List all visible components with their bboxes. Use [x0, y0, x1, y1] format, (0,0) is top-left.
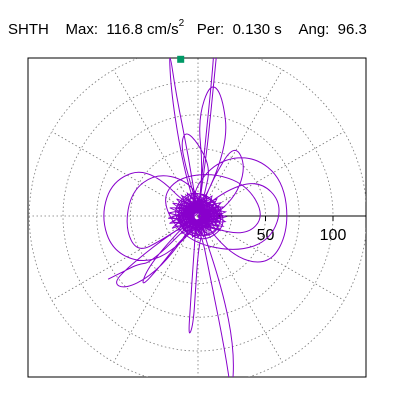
- grid-spoke: [197, 131, 345, 217]
- max-label: Max:: [65, 21, 99, 38]
- grid-spoke: [113, 69, 199, 217]
- grid-spoke: [51, 215, 199, 301]
- max-value: 116.8 cm/s: [106, 21, 179, 38]
- radial-tick-label: 50: [257, 227, 275, 244]
- period-value: 0.130 s: [232, 21, 282, 38]
- radial-axis: 50 100: [198, 215, 366, 244]
- radial-tick-label: 100: [320, 227, 347, 244]
- station-code: SHTH: [8, 21, 49, 38]
- max-marker-layer: [177, 55, 185, 63]
- grid-spoke: [197, 69, 283, 217]
- angle-value: 96.3: [337, 21, 367, 38]
- max-marker: [177, 55, 185, 63]
- motion-trace: [103, 58, 288, 377]
- grid-spoke: [51, 131, 199, 217]
- chart-title: SHTH Max: 116.8 cm/s2 Per: 0.130 s Ang: …: [8, 18, 367, 42]
- plot-frame: [27, 57, 367, 378]
- max-unit-exponent: 2: [178, 18, 185, 29]
- motion-trace-core: [168, 190, 228, 239]
- angle-label: Ang:: [298, 21, 330, 38]
- grid-spoke: [113, 215, 199, 363]
- period-label: Per:: [196, 21, 225, 38]
- grid-spoke: [197, 215, 283, 363]
